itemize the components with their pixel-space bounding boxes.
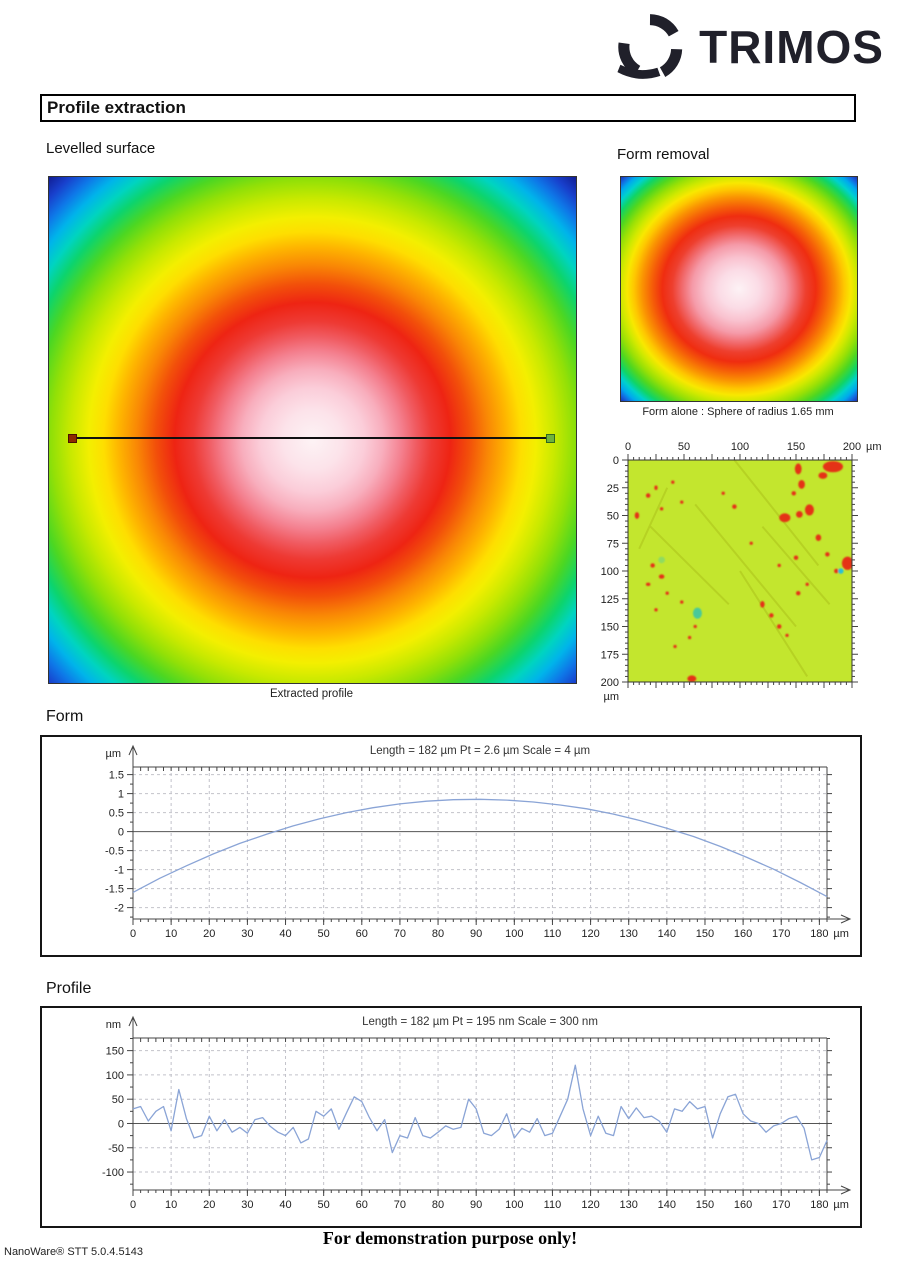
svg-text:150: 150 [787,441,805,453]
svg-text:125: 125 [601,594,619,606]
report-title: Profile extraction [47,98,186,117]
svg-text:80: 80 [432,928,444,940]
svg-text:100: 100 [505,928,523,940]
svg-text:-0.5: -0.5 [105,846,124,858]
svg-text:0: 0 [118,827,124,839]
svg-text:µm: µm [105,748,121,760]
report-title-box: Profile extraction [40,94,856,122]
extracted-profile-caption: Extracted profile [269,688,354,700]
profile-chart-box: nm -100 -50 0 50 100 150 0 10 20 30 40 50 60 70 80 90 100… [40,1006,862,1228]
levelled-surface-label: Levelled surface [46,140,156,157]
svg-text:50: 50 [678,441,690,453]
profile-extraction-line[interactable] [71,437,552,440]
svg-text:110: 110 [544,1199,562,1211]
svg-text:100: 100 [106,1070,124,1082]
profile-start-marker[interactable] [68,434,77,444]
form-section-label: Form [46,708,84,725]
svg-text:200: 200 [601,677,619,689]
form-removal-image [620,176,858,402]
svg-text:170: 170 [772,928,790,940]
profile-end-marker[interactable] [546,434,555,444]
svg-text:-2: -2 [114,903,124,915]
svg-text:0: 0 [130,1199,136,1211]
svg-text:µm: µm [833,1199,849,1211]
svg-text:150: 150 [696,1199,714,1211]
trimos-logo-icon [617,14,683,79]
svg-text:100: 100 [505,1199,523,1211]
svg-text:140: 140 [658,928,676,940]
svg-text:0: 0 [613,455,619,467]
svg-text:µm: µm [833,928,849,940]
svg-text:60: 60 [356,928,368,940]
svg-text:30: 30 [241,928,253,940]
svg-text:10: 10 [165,928,177,940]
svg-text:70: 70 [394,1199,406,1211]
svg-text:60: 60 [356,1199,368,1211]
svg-text:50: 50 [607,511,619,523]
svg-text:90: 90 [470,928,482,940]
form-chart: µm -2 -1.5 -1 -0.5 0 0.5 1 1.5 0 10 20 30 40 50 60 70 80 9… [105,744,852,940]
svg-text:90: 90 [470,1199,482,1211]
svg-text:20: 20 [203,928,215,940]
trimos-logo: TRIMOS [611,10,884,84]
svg-text:Length = 182 µm Pt = 2.6 µm: Length = 182 µm Pt = 2.6 µm Scale = 4 µm [370,745,590,757]
residual-surface-map: 0 50 100 150 200 µm 0 25 50 75 100 125 150 175 200 µm [601,441,882,703]
svg-text:130: 130 [620,928,638,940]
svg-text:50: 50 [112,1094,124,1106]
svg-text:40: 40 [279,928,291,940]
svg-text:40: 40 [279,1199,291,1211]
svg-text:70: 70 [394,928,406,940]
svg-text:150: 150 [106,1046,124,1058]
svg-text:130: 130 [620,1199,638,1211]
svg-text:150: 150 [601,622,619,634]
profile-chart: nm -100 -50 0 50 100 150 0 10 20 30 40 50 60 70 80 90 100… [102,1015,852,1211]
svg-text:µm: µm [603,691,619,703]
svg-text:50: 50 [318,928,330,940]
svg-text:0: 0 [130,928,136,940]
svg-text:175: 175 [601,649,619,661]
trimos-logo-text: TRIMOS [699,21,884,73]
svg-text:110: 110 [544,928,562,940]
svg-text:160: 160 [734,1199,752,1211]
profile-section-label: Profile [46,980,92,997]
svg-text:200: 200 [843,441,861,453]
svg-text:150: 150 [696,928,714,940]
svg-text:0.5: 0.5 [109,808,124,820]
logo-tail-stroke [617,64,661,79]
software-version: NanoWare® STT 5.0.4.5143 [4,1246,143,1258]
svg-text:-50: -50 [108,1143,124,1155]
levelled-surface-image [48,176,577,684]
svg-text:100: 100 [601,566,619,578]
svg-text:180: 180 [810,1199,828,1211]
svg-text:0: 0 [118,1118,124,1130]
svg-text:100: 100 [731,441,749,453]
svg-text:140: 140 [658,1199,676,1211]
svg-text:50: 50 [318,1199,330,1211]
svg-text:1.5: 1.5 [109,770,124,782]
svg-text:80: 80 [432,1199,444,1211]
svg-text:30: 30 [241,1199,253,1211]
svg-text:-1.5: -1.5 [105,884,124,896]
svg-text:µm: µm [866,441,882,453]
form-removal-label: Form removal [617,146,710,163]
svg-text:160: 160 [734,928,752,940]
svg-text:10: 10 [165,1199,177,1211]
svg-text:75: 75 [607,538,619,550]
svg-text:170: 170 [772,1199,790,1211]
svg-text:25: 25 [607,483,619,495]
svg-text:0: 0 [625,441,631,453]
form-chart-box: µm -2 -1.5 -1 -0.5 0 0.5 1 1.5 0 10 20 30 40 50 60 70 80 9… [40,735,862,957]
demo-note: For demonstration purpose only! [322,1228,578,1248]
svg-text:120: 120 [581,928,599,940]
svg-text:nm: nm [106,1019,121,1031]
svg-text:120: 120 [581,1199,599,1211]
svg-text:Length = 182 µm Pt = 195 nm: Length = 182 µm Pt = 195 nm Scale = 300 … [362,1016,598,1028]
svg-text:-1: -1 [114,865,124,877]
svg-text:-100: -100 [102,1167,124,1179]
svg-text:1: 1 [118,789,124,801]
svg-text:20: 20 [203,1199,215,1211]
form-alone-caption: Form alone : Sphere of radius 1.65 mm [642,406,834,418]
svg-text:180: 180 [810,928,828,940]
